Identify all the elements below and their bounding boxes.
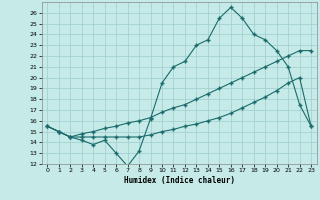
X-axis label: Humidex (Indice chaleur): Humidex (Indice chaleur) bbox=[124, 176, 235, 185]
